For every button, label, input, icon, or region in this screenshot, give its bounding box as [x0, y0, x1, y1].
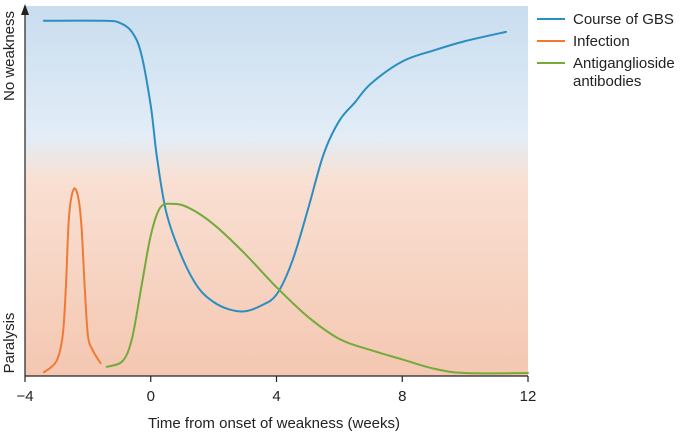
legend-label: Infection: [573, 33, 630, 50]
series-layer: [42, 19, 529, 375]
x-tick-label: 0: [147, 388, 155, 405]
x-axis-label: Time from onset of weakness (weeks): [148, 415, 400, 432]
legend-label: Course of GBS: [573, 11, 674, 28]
series-infection-line: [42, 187, 102, 374]
series-antiganglioside-antibodies-line: [105, 202, 529, 375]
series-course-of-gbs-line: [42, 19, 507, 313]
x-tick-layer: −4 0 4 8 12: [16, 376, 536, 405]
legend: Course of GBS Infection Antiganglioside ant…: [537, 11, 675, 90]
plot-background: [25, 6, 528, 376]
y-axis-arrow-icon: [21, 4, 29, 15]
x-tick-label: 12: [520, 388, 537, 405]
legend-label: Antiganglioside antibodies: [573, 55, 675, 90]
x-tick-label: −4: [16, 388, 33, 405]
y-axis-label-top: No weakness: [1, 11, 18, 101]
y-axis-label-bottom: Paralysis: [1, 313, 18, 374]
x-tick-label: 8: [398, 388, 406, 405]
x-tick-label: 4: [272, 388, 280, 405]
